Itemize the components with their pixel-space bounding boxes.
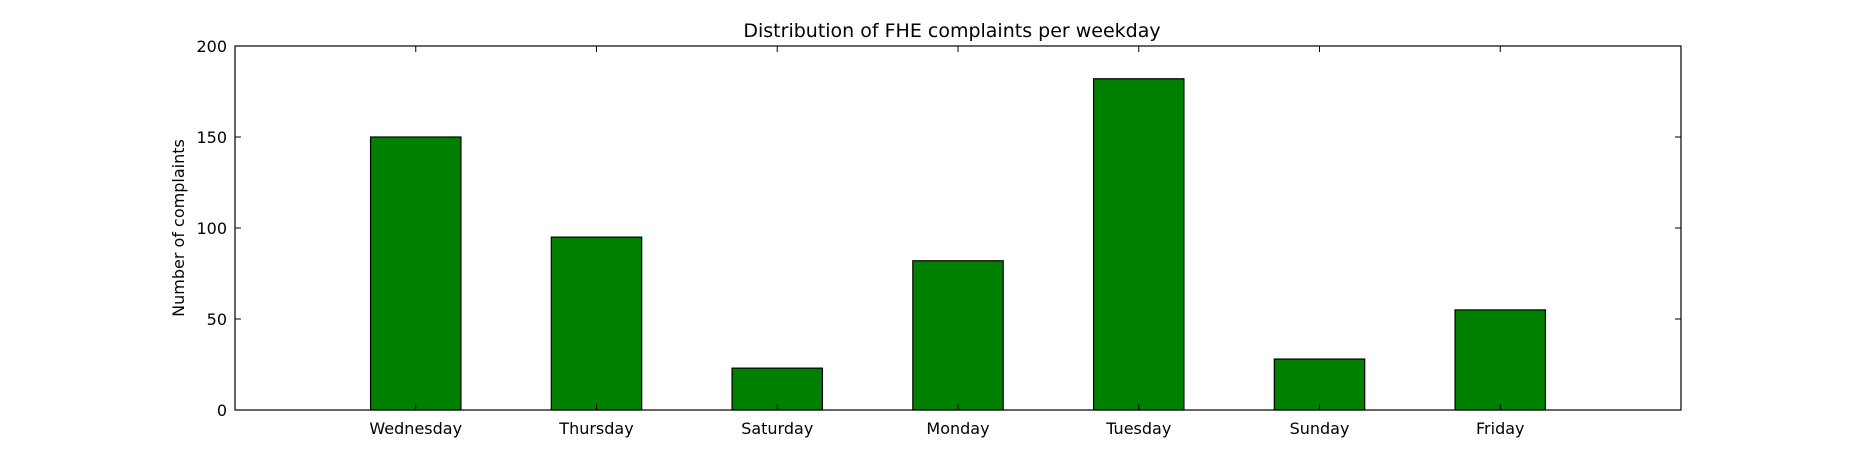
- y-tick-label: 200: [196, 37, 227, 56]
- plot-frame: [234, 45, 1682, 411]
- y-tick-label: 0: [217, 401, 227, 420]
- bar-monday: [912, 260, 1004, 411]
- bars-layer: [369, 78, 1547, 411]
- bar-sunday: [1273, 358, 1366, 411]
- y-axis-label: Number of complaints: [169, 139, 188, 317]
- x-tick-label: Wednesday: [369, 419, 462, 438]
- x-tick-label: Friday: [1476, 419, 1525, 438]
- x-tick-label: Monday: [926, 419, 989, 438]
- chart-title: Distribution of FHE complaints per weekd…: [743, 20, 1160, 42]
- x-tick-label: Thursday: [558, 419, 633, 438]
- ticks-layer: Wednesday Thursday Saturday Monday Tuesday Su…: [196, 37, 1681, 438]
- y-tick-label: 100: [196, 219, 227, 238]
- y-tick-label: 50: [207, 310, 227, 329]
- bar-wednesday: [369, 136, 462, 411]
- x-tick-label: Sunday: [1290, 419, 1350, 438]
- bar-saturday: [731, 367, 824, 411]
- y-tick-label: 150: [196, 128, 227, 147]
- x-tick-label: Saturday: [741, 419, 813, 438]
- bar-friday: [1454, 309, 1547, 411]
- bar-thursday: [550, 236, 643, 411]
- x-tick-label: Tuesday: [1105, 419, 1171, 438]
- bar-tuesday: [1092, 78, 1185, 411]
